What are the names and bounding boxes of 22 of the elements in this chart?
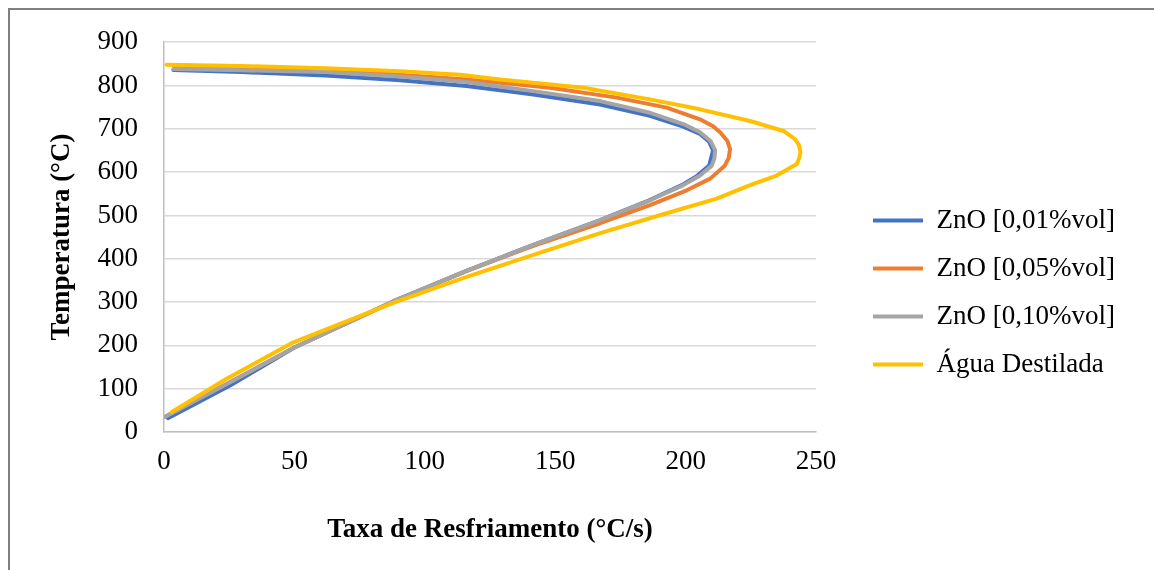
x-tick-label: 100 (404, 445, 446, 476)
legend-label: Água Destilada (936, 347, 1104, 378)
y-tick-label: 500 (97, 198, 138, 229)
x-tick-label: 0 (157, 445, 171, 476)
y-tick-label: 200 (97, 328, 138, 359)
legend-label: ZnO [0,05%vol] (936, 251, 1115, 282)
y-tick-label: 600 (97, 155, 138, 186)
legend-label: ZnO [0,10%vol] (936, 299, 1115, 330)
y-tick-label: 800 (97, 68, 138, 99)
x-axis-title: Taxa de Resfriamento (°C/s) (327, 512, 653, 543)
y-tick-label: 700 (97, 111, 138, 142)
y-tick-label: 400 (97, 241, 138, 272)
y-tick-label: 900 (97, 25, 138, 56)
legend-label: ZnO [0,01%vol] (936, 203, 1115, 234)
y-tick-label: 100 (97, 371, 138, 402)
y-tick-label: 300 (97, 285, 138, 316)
y-axis-title: Temperatura (°C) (45, 133, 76, 341)
x-tick-label: 200 (665, 445, 706, 476)
x-tick-label: 50 (280, 445, 308, 476)
y-tick-label: 0 (124, 415, 138, 446)
x-tick-label: 150 (535, 445, 576, 476)
x-tick-label: 250 (795, 445, 837, 476)
